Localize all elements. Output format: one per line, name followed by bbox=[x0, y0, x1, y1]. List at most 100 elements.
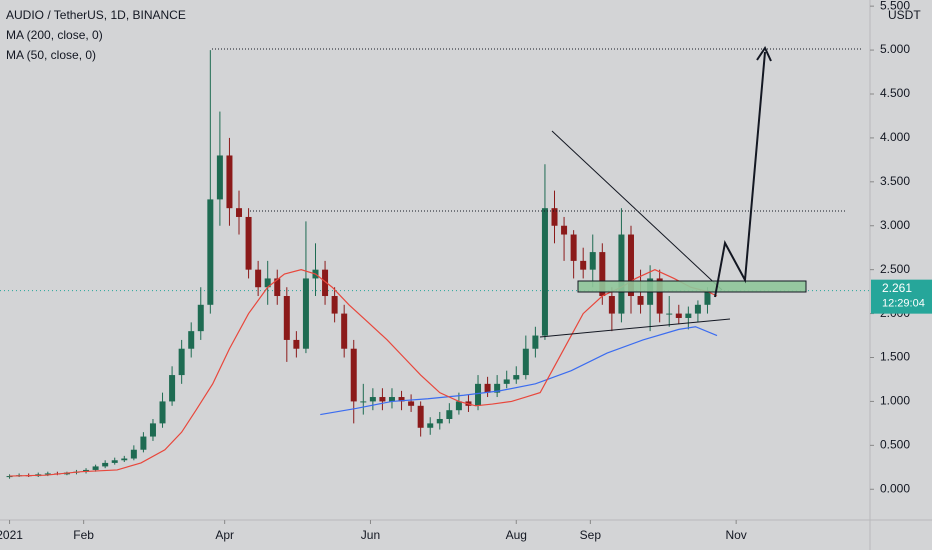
candle-body bbox=[302, 278, 309, 349]
y-tick-label: 2.500 bbox=[880, 262, 910, 276]
arrow-head bbox=[756, 45, 772, 62]
candle-body bbox=[541, 208, 548, 336]
y-tick-label: 5.500 bbox=[880, 0, 910, 12]
candle-body bbox=[666, 313, 673, 315]
candle-body bbox=[532, 335, 539, 349]
candle-body bbox=[130, 449, 137, 459]
candle-body bbox=[102, 462, 109, 467]
candle-body bbox=[245, 216, 252, 270]
y-tick-label: 4.000 bbox=[880, 130, 910, 144]
countdown-label: 12:29:04 bbox=[882, 298, 925, 310]
candle-body bbox=[92, 466, 99, 470]
candle-body bbox=[694, 304, 701, 314]
candle-body bbox=[427, 423, 434, 428]
y-tick-label: 1.500 bbox=[880, 350, 910, 364]
candle-body bbox=[188, 331, 195, 349]
candle-body bbox=[446, 410, 453, 419]
candle-body bbox=[226, 155, 233, 209]
candle-body bbox=[455, 401, 462, 411]
candle-body bbox=[149, 423, 156, 437]
y-unit: USDT bbox=[888, 8, 921, 22]
candle-body bbox=[522, 348, 529, 376]
x-tick-label: Feb bbox=[73, 528, 94, 542]
y-tick-label: 3.000 bbox=[880, 218, 910, 232]
candle-body bbox=[255, 269, 262, 288]
last-price-label: 2.261 bbox=[882, 281, 912, 295]
legend-entry: MA (200, close, 0) bbox=[6, 28, 103, 42]
legend-entry: MA (50, close, 0) bbox=[6, 48, 96, 62]
candle-body bbox=[274, 278, 281, 297]
candle-body bbox=[551, 208, 558, 226]
ma-line bbox=[320, 326, 718, 416]
candle-body bbox=[503, 379, 510, 384]
candle-body bbox=[637, 296, 644, 305]
x-tick-label: Apr bbox=[215, 528, 234, 542]
candle-body bbox=[293, 339, 300, 349]
candle-body bbox=[140, 436, 147, 450]
candle-body bbox=[656, 278, 663, 314]
candle-body bbox=[44, 473, 51, 475]
legend-symbol: AUDIO / TetherUS, 1D, BINANCE bbox=[6, 8, 186, 22]
trend-line bbox=[551, 130, 723, 291]
candle-body bbox=[417, 405, 424, 428]
candle-body bbox=[484, 383, 491, 393]
projection-arrow bbox=[714, 51, 766, 298]
candle-body bbox=[494, 383, 501, 393]
x-tick-label: Sep bbox=[580, 528, 602, 542]
candle-body bbox=[83, 469, 90, 472]
x-tick-label: Jun bbox=[361, 528, 380, 542]
candle-body bbox=[570, 234, 577, 261]
candle-body bbox=[475, 383, 482, 406]
candle-body bbox=[111, 460, 118, 463]
y-tick-label: 4.500 bbox=[880, 86, 910, 100]
candle-body bbox=[159, 401, 166, 424]
candle-body bbox=[627, 234, 634, 297]
candle-body bbox=[436, 418, 443, 424]
candle-body bbox=[369, 397, 376, 402]
y-tick-label: 0.500 bbox=[880, 438, 910, 452]
x-tick-label: Nov bbox=[725, 528, 746, 542]
candle-body bbox=[580, 260, 587, 270]
candle-body bbox=[331, 296, 338, 314]
y-tick-label: 3.500 bbox=[880, 174, 910, 188]
candle-body bbox=[388, 397, 395, 402]
drawings bbox=[212, 45, 862, 338]
candle-body bbox=[6, 476, 13, 478]
candle-body bbox=[197, 304, 204, 332]
candle-body bbox=[178, 348, 185, 376]
candle-body bbox=[121, 458, 128, 461]
last-price-tag bbox=[871, 279, 932, 314]
x-tick-label: Aug bbox=[506, 528, 527, 542]
candle-body bbox=[408, 401, 415, 406]
candle-body bbox=[513, 375, 520, 380]
candle-body bbox=[618, 234, 625, 314]
x-tick-label: 2021 bbox=[0, 528, 23, 542]
candle-body bbox=[599, 252, 606, 297]
candle-body bbox=[322, 269, 329, 297]
y-tick-label: 5.000 bbox=[880, 42, 910, 56]
candle-body bbox=[341, 313, 348, 349]
y-tick-label: 1.000 bbox=[880, 394, 910, 408]
legend: AUDIO / TetherUS, 1D, BINANCE MA (200, c… bbox=[6, 8, 186, 62]
candle-body bbox=[704, 290, 711, 305]
candle-body bbox=[236, 208, 243, 217]
candle-body bbox=[675, 313, 682, 318]
candle-body bbox=[207, 199, 214, 305]
y-tick-label: 0.000 bbox=[880, 481, 910, 495]
candle-body bbox=[350, 348, 357, 402]
zone-rectangle bbox=[577, 280, 807, 293]
candle-body bbox=[283, 296, 290, 340]
candle-body bbox=[379, 397, 386, 402]
candle-body bbox=[360, 401, 367, 403]
candle-body bbox=[216, 155, 223, 200]
candle-body bbox=[561, 225, 568, 235]
candle-body bbox=[398, 397, 405, 402]
candle-body bbox=[608, 296, 615, 314]
candle-body bbox=[169, 375, 176, 402]
candle-body bbox=[685, 313, 692, 318]
candle-body bbox=[264, 278, 271, 288]
trend-line bbox=[539, 318, 731, 338]
